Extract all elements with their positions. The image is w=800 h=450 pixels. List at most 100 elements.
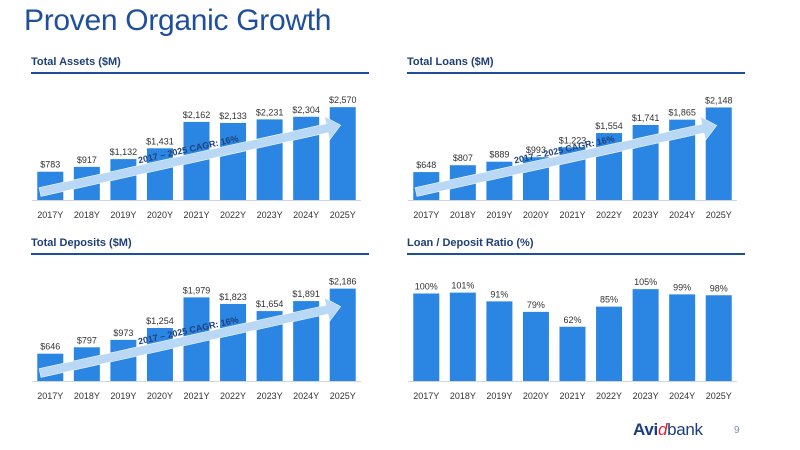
bar [413, 293, 440, 381]
chart-title: Total Deposits ($M) [31, 237, 132, 249]
x-tick-label: 2020Y [523, 391, 549, 401]
data-label: $807 [453, 153, 473, 163]
x-tick-label: 2019Y [110, 210, 136, 220]
title-divider [407, 253, 745, 255]
data-label: 105% [634, 277, 657, 287]
bar [669, 294, 696, 381]
data-label: 79% [527, 300, 545, 310]
bar [705, 107, 732, 200]
title-divider [407, 72, 745, 74]
bar [705, 295, 732, 381]
data-label: $797 [77, 335, 97, 345]
x-tick-label: 2025Y [330, 210, 356, 220]
data-label: $2,186 [329, 277, 357, 287]
data-label: $1,254 [146, 316, 174, 326]
x-tick-label: 2018Y [74, 391, 100, 401]
data-label: $2,570 [329, 95, 357, 105]
data-label: $783 [40, 160, 60, 170]
x-tick-label: 2022Y [596, 210, 622, 220]
x-tick-label: 2025Y [706, 391, 732, 401]
bar [329, 107, 356, 200]
bar [486, 301, 513, 381]
x-tick-label: 2022Y [596, 391, 622, 401]
total-deposits-chart: $646 2017Y $797 2018Y $973 2019Y $1,254 2020Y $1… [32, 277, 361, 401]
x-tick-label: 2023Y [633, 210, 659, 220]
x-tick-label: 2022Y [220, 391, 246, 401]
bar [329, 288, 356, 381]
data-label: 101% [451, 281, 474, 291]
bar [146, 148, 173, 200]
x-tick-label: 2019Y [486, 210, 512, 220]
data-label: $1,132 [110, 147, 138, 157]
logo-part: Avi [633, 420, 658, 439]
x-tick-label: 2018Y [450, 391, 476, 401]
bar [632, 289, 659, 381]
x-tick-label: 2025Y [706, 210, 732, 220]
data-label: 99% [673, 282, 691, 292]
total-loans-chart: $648 2017Y $807 2018Y $889 2019Y $993 2020Y $1,2… [408, 95, 737, 220]
avidbank-logo: Avidbank [633, 420, 703, 440]
x-tick-label: 2017Y [37, 210, 63, 220]
data-label: 91% [490, 289, 508, 299]
x-tick-label: 2023Y [633, 391, 659, 401]
x-tick-label: 2018Y [450, 210, 476, 220]
data-label: $1,741 [632, 113, 660, 123]
data-label: 98% [710, 283, 728, 293]
data-label: $1,823 [219, 292, 247, 302]
total-assets-chart: $783 2017Y $917 2018Y $1,132 2019Y $1,431 2020Y… [32, 95, 361, 220]
data-label: $1,554 [595, 121, 623, 131]
x-tick-label: 2021Y [183, 391, 209, 401]
data-label: $2,304 [292, 105, 320, 115]
loan-deposit-ratio-panel: Loan / Deposit Ratio (%) 100% 2017Y 101% 20… [400, 237, 745, 417]
x-tick-label: 2019Y [486, 391, 512, 401]
bar [146, 328, 173, 381]
bar [220, 122, 247, 200]
chart-title: Total Assets ($M) [31, 56, 121, 68]
cagr-arrow-shape [38, 297, 342, 378]
data-label: 62% [563, 315, 581, 325]
x-tick-label: 2024Y [669, 391, 695, 401]
page-title: Proven Organic Growth [24, 4, 332, 37]
title-divider [31, 253, 369, 255]
page-number: 9 [734, 425, 740, 436]
x-tick-label: 2020Y [523, 210, 549, 220]
bar [256, 119, 283, 200]
data-label: $1,979 [183, 285, 211, 295]
x-tick-label: 2021Y [559, 210, 585, 220]
x-tick-label: 2021Y [183, 210, 209, 220]
chart-title: Total Loans ($M) [407, 56, 494, 68]
data-label: $1,891 [292, 289, 320, 299]
x-tick-label: 2024Y [669, 210, 695, 220]
data-label: $917 [77, 155, 97, 165]
bar [522, 311, 549, 381]
logo-part: bank [667, 420, 703, 439]
x-tick-label: 2023Y [257, 210, 283, 220]
bar [449, 292, 476, 381]
x-tick-label: 2025Y [330, 391, 356, 401]
data-label: $993 [526, 145, 546, 155]
chart-title: Loan / Deposit Ratio (%) [407, 237, 534, 249]
logo-part: d [657, 420, 668, 439]
x-tick-label: 2024Y [293, 391, 319, 401]
x-tick-label: 2024Y [293, 210, 319, 220]
data-label: $2,162 [183, 110, 211, 120]
total-assets-panel: Total Assets ($M) $783 2017Y $917 2018Y $1,1… [24, 56, 369, 236]
cagr-arrow-shape [414, 116, 718, 197]
total-loans-panel: Total Loans ($M) $648 2017Y $807 2018Y $889 2… [400, 56, 745, 236]
data-label: $889 [489, 150, 509, 160]
data-label: $1,223 [559, 135, 587, 145]
bar [220, 303, 247, 381]
x-tick-label: 2020Y [147, 210, 173, 220]
x-tick-label: 2018Y [74, 210, 100, 220]
data-label: $646 [40, 342, 60, 352]
data-label: $2,231 [256, 107, 284, 117]
loan-deposit-ratio-chart: 100% 2017Y 101% 2018Y 91% 2019Y 79% 2020Y 62% 202… [408, 277, 737, 401]
data-label: 85% [600, 295, 618, 305]
x-tick-label: 2021Y [559, 391, 585, 401]
data-label: $973 [113, 328, 133, 338]
total-deposits-panel: Total Deposits ($M) $646 2017Y $797 2018Y $9… [24, 237, 369, 417]
data-label: $2,133 [219, 111, 247, 121]
x-tick-label: 2023Y [257, 391, 283, 401]
title-divider [31, 72, 369, 74]
x-tick-label: 2017Y [37, 391, 63, 401]
